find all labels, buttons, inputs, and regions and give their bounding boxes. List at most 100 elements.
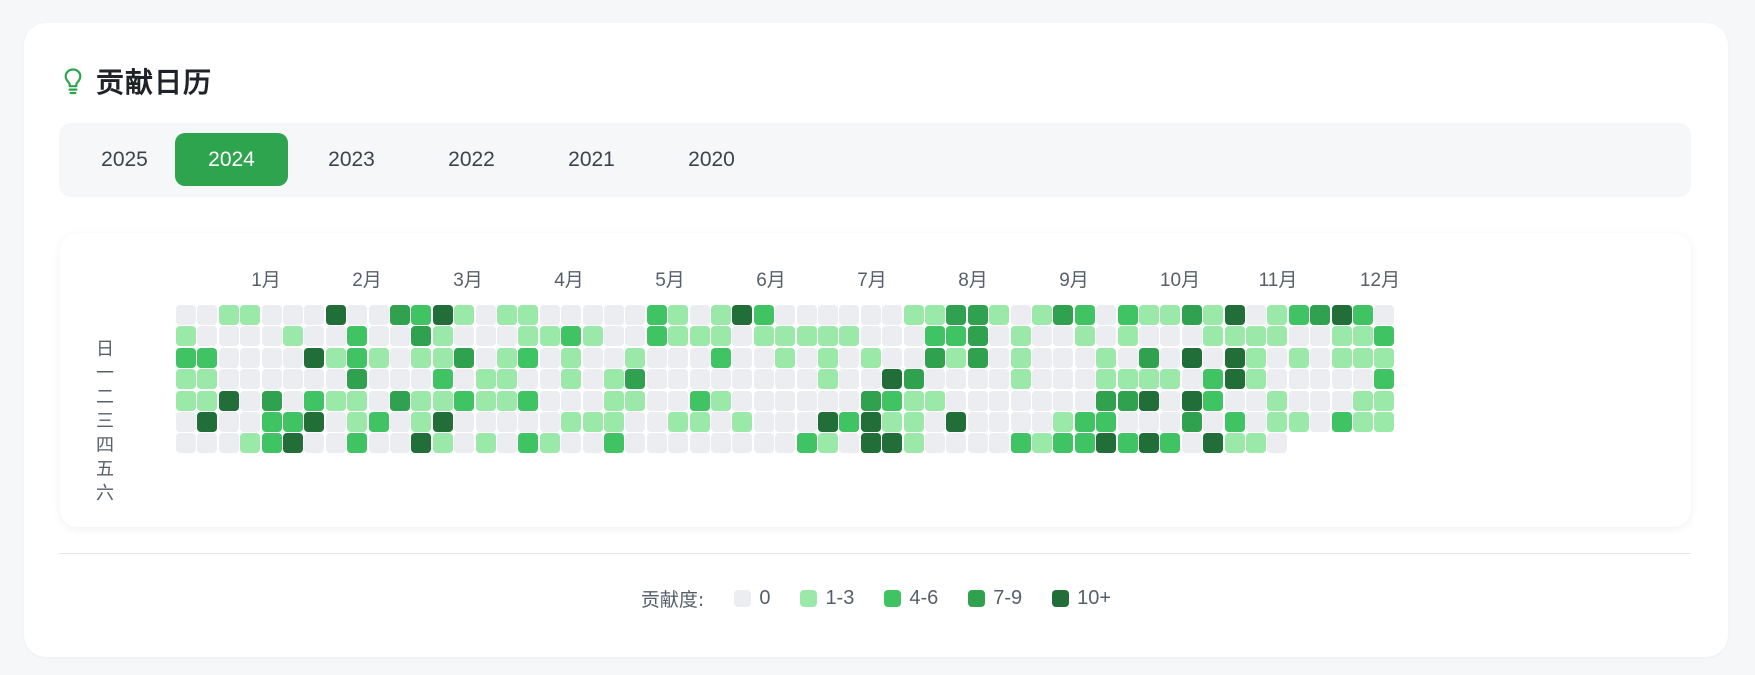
- heatmap-cell[interactable]: [861, 433, 881, 453]
- heatmap-cell[interactable]: [1353, 391, 1373, 411]
- heatmap-cell[interactable]: [1096, 433, 1116, 453]
- heatmap-cell[interactable]: [904, 305, 924, 325]
- heatmap-cell[interactable]: [625, 412, 645, 432]
- heatmap-cell[interactable]: [454, 391, 474, 411]
- heatmap-cell[interactable]: [497, 305, 517, 325]
- heatmap-cell[interactable]: [1011, 412, 1031, 432]
- heatmap-cell[interactable]: [411, 391, 431, 411]
- heatmap-cell[interactable]: [775, 326, 795, 346]
- heatmap-cell[interactable]: [647, 326, 667, 346]
- heatmap-cell[interactable]: [411, 369, 431, 389]
- heatmap-cell[interactable]: [347, 348, 367, 368]
- heatmap-cell[interactable]: [946, 433, 966, 453]
- heatmap-cell[interactable]: [1118, 348, 1138, 368]
- heatmap-cell[interactable]: [1246, 369, 1266, 389]
- heatmap-cell[interactable]: [540, 412, 560, 432]
- heatmap-cell[interactable]: [411, 433, 431, 453]
- heatmap-cell[interactable]: [1053, 433, 1073, 453]
- heatmap-cell[interactable]: [968, 433, 988, 453]
- heatmap-cell[interactable]: [647, 305, 667, 325]
- heatmap-cell[interactable]: [1160, 433, 1180, 453]
- heatmap-cell[interactable]: [561, 369, 581, 389]
- heatmap-cell[interactable]: [561, 412, 581, 432]
- heatmap-cell[interactable]: [540, 326, 560, 346]
- heatmap-cell[interactable]: [1096, 305, 1116, 325]
- heatmap-cell[interactable]: [518, 391, 538, 411]
- heatmap-cell[interactable]: [1225, 412, 1245, 432]
- heatmap-cell[interactable]: [1182, 433, 1202, 453]
- tab-2022[interactable]: 2022: [415, 133, 528, 186]
- heatmap-cell[interactable]: [1182, 348, 1202, 368]
- heatmap-cell[interactable]: [1032, 433, 1052, 453]
- heatmap-cell[interactable]: [1118, 391, 1138, 411]
- heatmap-cell[interactable]: [968, 369, 988, 389]
- heatmap-cell[interactable]: [561, 348, 581, 368]
- heatmap-cell[interactable]: [604, 305, 624, 325]
- heatmap-cell[interactable]: [946, 412, 966, 432]
- heatmap-cell[interactable]: [754, 348, 774, 368]
- heatmap-cell[interactable]: [668, 348, 688, 368]
- heatmap-cell[interactable]: [839, 433, 859, 453]
- heatmap-cell[interactable]: [240, 348, 260, 368]
- heatmap-cell[interactable]: [690, 326, 710, 346]
- heatmap-cell[interactable]: [433, 326, 453, 346]
- heatmap-cell[interactable]: [690, 348, 710, 368]
- heatmap-cell[interactable]: [668, 326, 688, 346]
- heatmap-cell[interactable]: [1075, 348, 1095, 368]
- heatmap-cell[interactable]: [583, 305, 603, 325]
- heatmap-cell[interactable]: [476, 305, 496, 325]
- heatmap-cell[interactable]: [1160, 412, 1180, 432]
- heatmap-cell[interactable]: [1203, 391, 1223, 411]
- heatmap-cell[interactable]: [347, 391, 367, 411]
- heatmap-cell[interactable]: [861, 305, 881, 325]
- heatmap-cell[interactable]: [240, 326, 260, 346]
- heatmap-cell[interactable]: [839, 326, 859, 346]
- heatmap-cell[interactable]: [1053, 326, 1073, 346]
- heatmap-cell[interactable]: [861, 348, 881, 368]
- heatmap-cell[interactable]: [818, 391, 838, 411]
- heatmap-cell[interactable]: [818, 305, 838, 325]
- heatmap-cell[interactable]: [1139, 305, 1159, 325]
- heatmap-cell[interactable]: [176, 391, 196, 411]
- heatmap-cell[interactable]: [197, 348, 217, 368]
- heatmap-cell[interactable]: [326, 326, 346, 346]
- heatmap-cell[interactable]: [369, 369, 389, 389]
- heatmap-cell[interactable]: [1075, 369, 1095, 389]
- heatmap-cell[interactable]: [989, 305, 1009, 325]
- heatmap-cell[interactable]: [433, 412, 453, 432]
- heatmap-cell[interactable]: [1267, 433, 1287, 453]
- heatmap-cell[interactable]: [968, 412, 988, 432]
- heatmap-cell[interactable]: [176, 433, 196, 453]
- heatmap-cell[interactable]: [1353, 348, 1373, 368]
- heatmap-cell[interactable]: [690, 391, 710, 411]
- heatmap-cell[interactable]: [197, 391, 217, 411]
- heatmap-cell[interactable]: [839, 369, 859, 389]
- heatmap-cell[interactable]: [262, 326, 282, 346]
- heatmap-cell[interactable]: [283, 326, 303, 346]
- heatmap-cell[interactable]: [454, 326, 474, 346]
- heatmap-cell[interactable]: [1246, 412, 1266, 432]
- heatmap-cell[interactable]: [518, 369, 538, 389]
- heatmap-cell[interactable]: [1332, 369, 1352, 389]
- heatmap-cell[interactable]: [304, 305, 324, 325]
- heatmap-cell[interactable]: [989, 433, 1009, 453]
- heatmap-cell[interactable]: [1225, 369, 1245, 389]
- heatmap-cell[interactable]: [1332, 348, 1352, 368]
- heatmap-cell[interactable]: [989, 391, 1009, 411]
- tab-2023[interactable]: 2023: [295, 133, 408, 186]
- heatmap-cell[interactable]: [1267, 326, 1287, 346]
- heatmap-cell[interactable]: [968, 326, 988, 346]
- heatmap-cell[interactable]: [797, 326, 817, 346]
- heatmap-cell[interactable]: [818, 412, 838, 432]
- heatmap-cell[interactable]: [754, 305, 774, 325]
- heatmap-cell[interactable]: [369, 305, 389, 325]
- heatmap-cell[interactable]: [326, 305, 346, 325]
- heatmap-cell[interactable]: [219, 433, 239, 453]
- heatmap-cell[interactable]: [1225, 391, 1245, 411]
- heatmap-cell[interactable]: [1203, 369, 1223, 389]
- heatmap-cell[interactable]: [1310, 369, 1330, 389]
- heatmap-cell[interactable]: [754, 391, 774, 411]
- heatmap-cell[interactable]: [604, 433, 624, 453]
- heatmap-cell[interactable]: [561, 433, 581, 453]
- heatmap-cell[interactable]: [1267, 412, 1287, 432]
